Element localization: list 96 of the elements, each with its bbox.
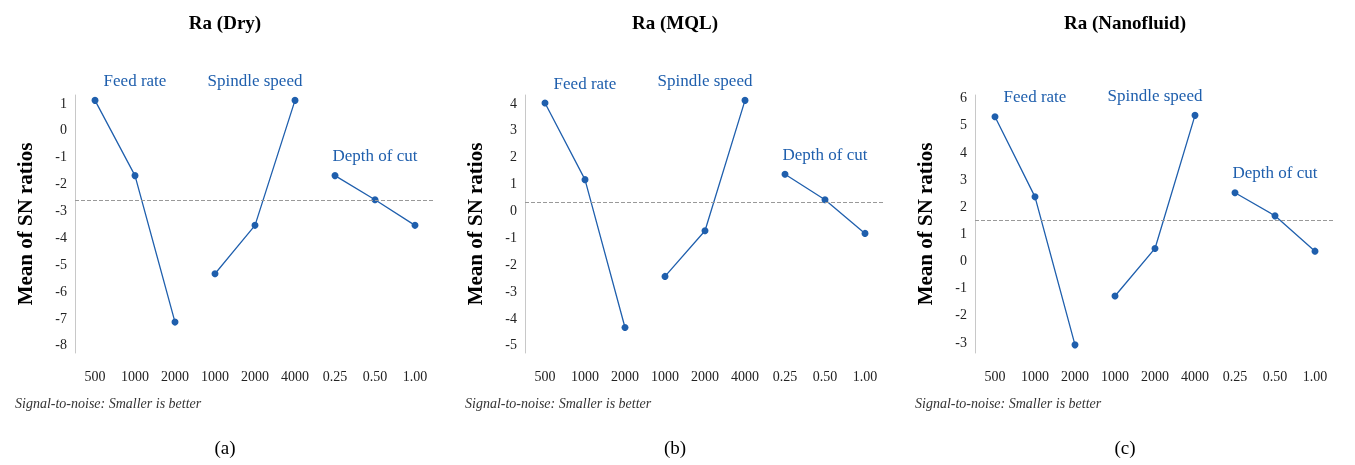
y-tick-label: -7	[55, 310, 67, 326]
point	[131, 172, 139, 180]
y-tick-label: -1	[55, 149, 67, 165]
text: Signal-to-noise: Smaller is better	[15, 395, 202, 411]
point	[861, 229, 869, 237]
series-label: Feed rate	[553, 73, 617, 93]
x-tick-label: 0.25	[1222, 368, 1248, 384]
point	[1231, 189, 1239, 197]
point	[701, 227, 709, 235]
y-axis-title: Mean of SN ratios	[462, 142, 487, 306]
x-tick-label: 0.50	[362, 368, 388, 384]
y-tick-label: -2	[955, 307, 967, 323]
x-tick-label: 1000	[1021, 368, 1049, 384]
x-tick-label: 500	[534, 368, 556, 384]
y-tick-label: 0	[960, 253, 967, 269]
x-tick-label: 1000	[1101, 368, 1129, 384]
y-tick-label: 0	[510, 203, 517, 219]
y-tick-label: 1	[960, 226, 967, 242]
x-tick-label: 2000	[611, 368, 639, 384]
y-tick-label: 2	[510, 149, 517, 165]
point	[1191, 111, 1199, 119]
text: (c)	[1114, 436, 1136, 459]
y-tick-label: -1	[505, 229, 517, 245]
series-label: Depth of cut	[332, 146, 418, 166]
y-tick-label: 1	[60, 95, 67, 111]
x-tick-label: 2000	[161, 368, 189, 384]
y-tick-label: -8	[55, 337, 67, 353]
y-tick-label: 2	[960, 198, 967, 214]
y-axis-title: Mean of SN ratios	[912, 142, 937, 306]
series-label: Feed rate	[103, 70, 167, 90]
series-label: Feed rate	[1003, 87, 1067, 107]
x-tick-label: 1000	[651, 368, 679, 384]
x-tick-label: 1.00	[402, 368, 428, 384]
x-tick-label: 1000	[571, 368, 599, 384]
x-tick-label: 500	[84, 368, 106, 384]
x-tick-label: 0.25	[772, 368, 798, 384]
y-tick-label: -3	[955, 334, 967, 350]
y-tick-label: 4	[510, 95, 517, 111]
y-tick-label: 3	[960, 171, 967, 187]
chart-title: Ra (MQL)	[631, 12, 719, 34]
series-label: Spindle speed	[1107, 85, 1203, 105]
point	[781, 170, 789, 178]
y-tick-label: 5	[960, 117, 967, 133]
point	[331, 172, 339, 180]
x-tick-label: 4000	[1181, 368, 1209, 384]
point	[581, 176, 589, 184]
x-tick-label: 4000	[281, 368, 309, 384]
x-tick-label: 1000	[121, 368, 149, 384]
point	[621, 323, 629, 331]
text: Signal-to-noise: Smaller is better	[465, 395, 652, 411]
y-tick-label: -5	[505, 337, 517, 353]
text: (b)	[663, 436, 687, 459]
y-tick-label: -2	[505, 256, 517, 272]
point	[211, 270, 219, 278]
point	[741, 96, 749, 104]
text: (a)	[214, 436, 236, 459]
y-tick-label: -5	[55, 256, 67, 272]
y-tick-label: 1	[510, 176, 517, 192]
y-tick-label: 3	[510, 122, 517, 138]
y-tick-label: -1	[955, 280, 967, 296]
point	[251, 221, 259, 229]
point	[91, 96, 99, 104]
point	[411, 221, 419, 229]
x-tick-label: 1000	[201, 368, 229, 384]
x-tick-label: 2000	[1061, 368, 1089, 384]
series-label: Spindle speed	[207, 70, 303, 90]
y-tick-label: -3	[55, 203, 67, 219]
y-axis-title: Mean of SN ratios	[12, 142, 37, 306]
point	[1151, 244, 1159, 252]
y-tick-label: -6	[55, 283, 67, 299]
x-tick-label: 1.00	[852, 368, 878, 384]
x-tick-label: 1.00	[1302, 368, 1328, 384]
x-tick-label: 4000	[731, 368, 759, 384]
point	[991, 113, 999, 121]
text: Signal-to-noise: Smaller is better	[915, 395, 1102, 411]
x-tick-label: 2000	[691, 368, 719, 384]
y-tick-label: -4	[505, 310, 517, 326]
y-tick-label: -2	[55, 176, 67, 192]
x-tick-label: 500	[984, 368, 1006, 384]
y-tick-label: 6	[960, 90, 967, 106]
chart-title: Ra (Dry)	[188, 12, 262, 34]
point	[291, 96, 299, 104]
point	[661, 272, 669, 280]
y-tick-label: 0	[60, 122, 67, 138]
x-tick-label: 2000	[1141, 368, 1169, 384]
x-tick-label: 2000	[241, 368, 269, 384]
series-label: Depth of cut	[1232, 163, 1318, 183]
y-tick-label: -4	[55, 229, 67, 245]
chart-title: Ra (Nanofluid)	[1064, 12, 1186, 34]
y-tick-label: 4	[960, 144, 967, 160]
series-label: Depth of cut	[782, 144, 868, 164]
x-tick-label: 0.25	[322, 368, 348, 384]
y-tick-label: -3	[505, 283, 517, 299]
series-label: Spindle speed	[657, 70, 753, 90]
x-tick-label: 0.50	[812, 368, 838, 384]
x-tick-label: 0.50	[1262, 368, 1288, 384]
